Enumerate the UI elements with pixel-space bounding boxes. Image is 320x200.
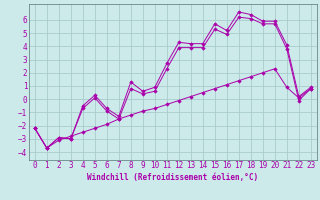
X-axis label: Windchill (Refroidissement éolien,°C): Windchill (Refroidissement éolien,°C)	[87, 173, 258, 182]
